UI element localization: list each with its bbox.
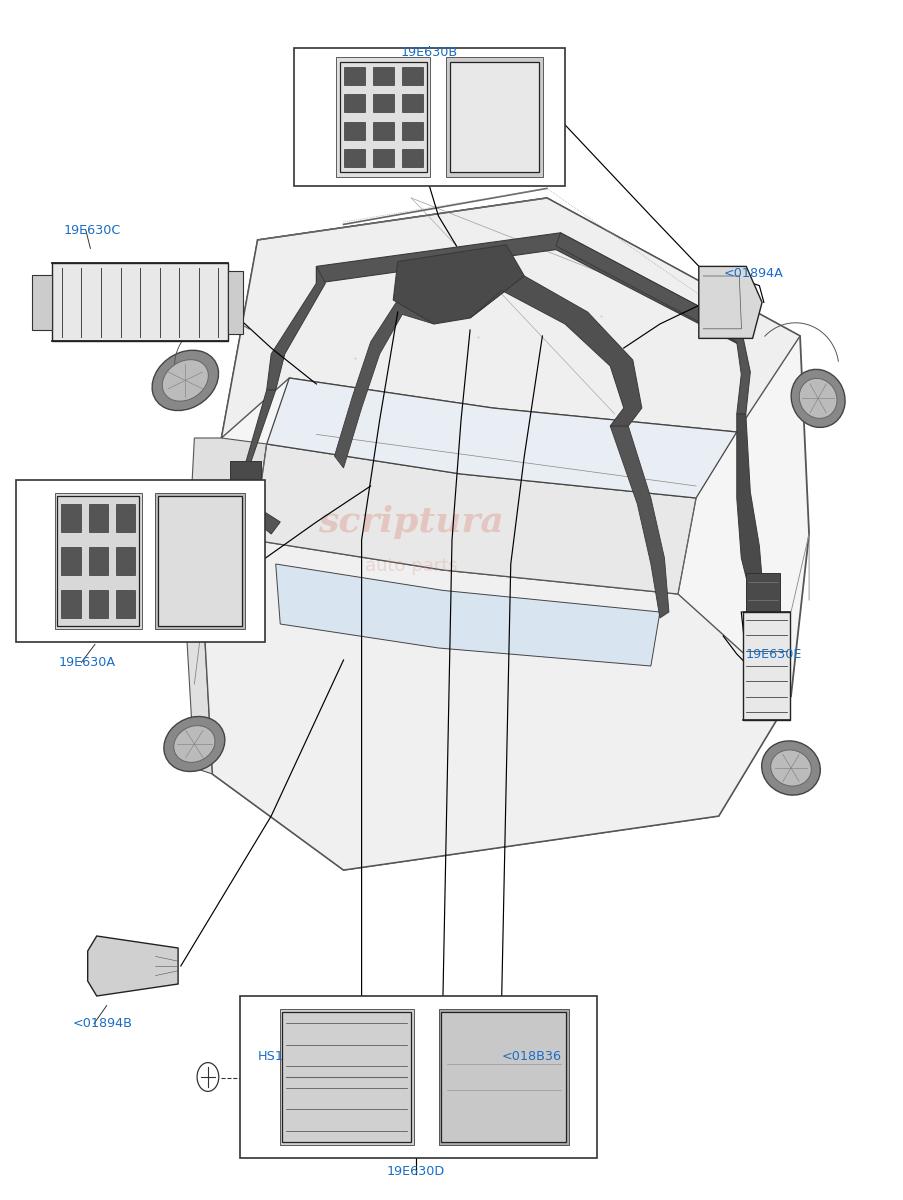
Ellipse shape — [761, 740, 819, 796]
Polygon shape — [736, 414, 763, 612]
Ellipse shape — [798, 378, 836, 419]
Polygon shape — [698, 266, 761, 338]
Bar — [88, 547, 107, 575]
Bar — [401, 67, 423, 84]
Ellipse shape — [173, 726, 215, 762]
Bar — [293, 48, 564, 186]
Bar — [372, 122, 394, 139]
Bar — [441, 1012, 565, 1142]
Polygon shape — [610, 426, 668, 618]
Polygon shape — [242, 390, 280, 534]
Ellipse shape — [770, 750, 810, 786]
Bar — [745, 654, 779, 702]
Bar — [401, 122, 423, 139]
Polygon shape — [334, 300, 433, 468]
Bar — [745, 572, 779, 626]
Bar — [228, 271, 242, 334]
Bar — [446, 58, 542, 178]
Polygon shape — [88, 936, 178, 996]
Text: 19E630A: 19E630A — [59, 656, 116, 668]
Bar — [372, 150, 394, 167]
Bar — [343, 67, 365, 84]
Polygon shape — [221, 198, 799, 438]
Bar — [372, 95, 394, 112]
Bar — [336, 58, 430, 178]
Text: 19E630C: 19E630C — [63, 224, 120, 236]
Text: <018B36: <018B36 — [501, 1050, 561, 1062]
Text: 19E630D: 19E630D — [386, 1165, 444, 1178]
Bar — [229, 461, 261, 504]
Ellipse shape — [163, 360, 208, 401]
Ellipse shape — [163, 716, 225, 772]
Bar — [61, 590, 80, 618]
Bar — [57, 497, 139, 626]
Polygon shape — [203, 198, 808, 870]
Bar — [343, 150, 365, 167]
Ellipse shape — [790, 370, 844, 427]
Bar — [450, 62, 539, 172]
Bar — [155, 492, 245, 629]
Bar — [343, 95, 365, 112]
Text: HS1: HS1 — [257, 1050, 284, 1062]
Bar — [61, 504, 80, 532]
Bar — [116, 504, 135, 532]
Bar — [52, 264, 228, 341]
Bar — [61, 547, 80, 575]
Text: <01894A: <01894A — [722, 268, 782, 280]
Bar — [229, 508, 261, 553]
Text: 19E630B: 19E630B — [400, 46, 458, 59]
Bar — [438, 1008, 568, 1145]
Bar — [88, 590, 107, 618]
Polygon shape — [253, 444, 695, 594]
Polygon shape — [555, 233, 749, 414]
Text: auto parts: auto parts — [365, 557, 457, 575]
Polygon shape — [316, 233, 740, 346]
Text: <01894B: <01894B — [72, 1018, 132, 1030]
Bar — [742, 612, 789, 720]
Bar — [158, 497, 242, 626]
Bar — [282, 1012, 411, 1142]
Polygon shape — [266, 266, 325, 390]
Bar — [340, 62, 426, 172]
Bar — [372, 67, 394, 84]
Polygon shape — [393, 245, 524, 324]
Text: 19E630E: 19E630E — [745, 648, 801, 660]
Bar — [239, 996, 596, 1158]
Polygon shape — [275, 564, 659, 666]
Bar — [401, 150, 423, 167]
Bar — [401, 95, 423, 112]
Bar — [54, 492, 142, 629]
Bar — [116, 590, 135, 618]
Bar — [16, 480, 265, 642]
Text: scriptura: scriptura — [318, 505, 504, 539]
Polygon shape — [185, 438, 266, 774]
Bar — [116, 547, 135, 575]
Polygon shape — [203, 540, 790, 870]
Bar — [33, 275, 52, 330]
Bar — [279, 1008, 414, 1145]
Polygon shape — [470, 276, 641, 426]
Ellipse shape — [152, 350, 219, 410]
Bar — [343, 122, 365, 139]
Bar — [88, 504, 107, 532]
Polygon shape — [266, 378, 736, 498]
